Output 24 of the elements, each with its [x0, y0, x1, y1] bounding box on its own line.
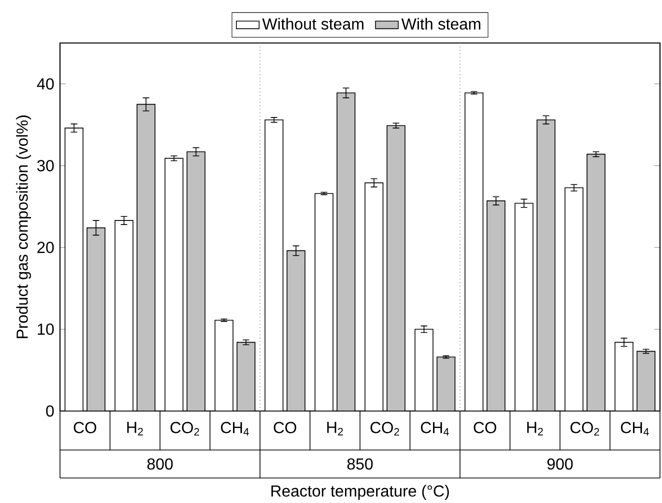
x-tick-label: CO$_{2}$ [570, 422, 600, 436]
x-tick-label: H$_{2}$ [127, 422, 143, 436]
x-axis-title: Reactor temperature (°C) [271, 484, 449, 500]
x-tick-label: CO [274, 422, 296, 434]
y-tick-label: 0 [46, 405, 54, 417]
x-tick-label: H$_{2}$ [527, 422, 543, 436]
x-tick-label: CH$_{4}$ [420, 422, 449, 436]
y-axis-title: Product gas composition (vol%) [16, 116, 32, 338]
y-tick-label: 40 [36, 78, 54, 90]
x-tick-label: CO$_{2}$ [370, 422, 400, 436]
x-tick-label: H$_{2}$ [327, 422, 343, 436]
x-tick-label: CO [74, 422, 96, 434]
x-tick-label: CH$_{4}$ [220, 422, 249, 436]
legend-label: Without steam [262, 18, 364, 30]
x-tick-label: CO [474, 422, 496, 434]
x-tick-label: CO$_{2}$ [170, 422, 200, 436]
x-tick-label: CH$_{4}$ [620, 422, 649, 436]
text: 800 [147, 458, 173, 470]
legend-label: With steam [401, 18, 480, 30]
text: 850 [347, 458, 373, 470]
text: 900 [547, 458, 573, 470]
y-tick-label: 20 [37, 242, 54, 254]
y-tick-label: 30 [37, 160, 54, 172]
y-tick-label: 10 [38, 324, 54, 335]
